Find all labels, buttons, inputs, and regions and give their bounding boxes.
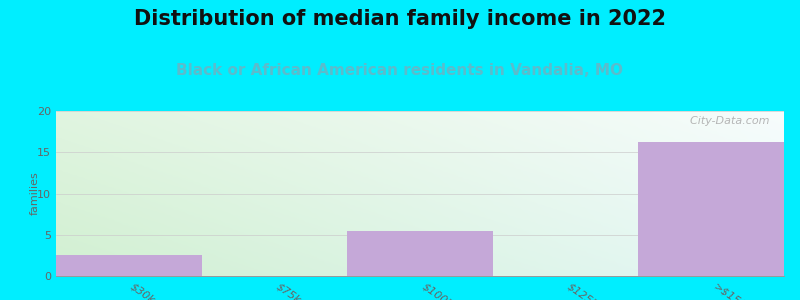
Bar	[56, 255, 202, 276]
Y-axis label: families: families	[30, 172, 39, 215]
Text: Distribution of median family income in 2022: Distribution of median family income in …	[134, 9, 666, 29]
Bar	[347, 231, 493, 276]
Bar	[638, 142, 784, 276]
Text: City-Data.com: City-Data.com	[683, 116, 770, 126]
Text: Black or African American residents in Vandalia, MO: Black or African American residents in V…	[177, 63, 623, 78]
